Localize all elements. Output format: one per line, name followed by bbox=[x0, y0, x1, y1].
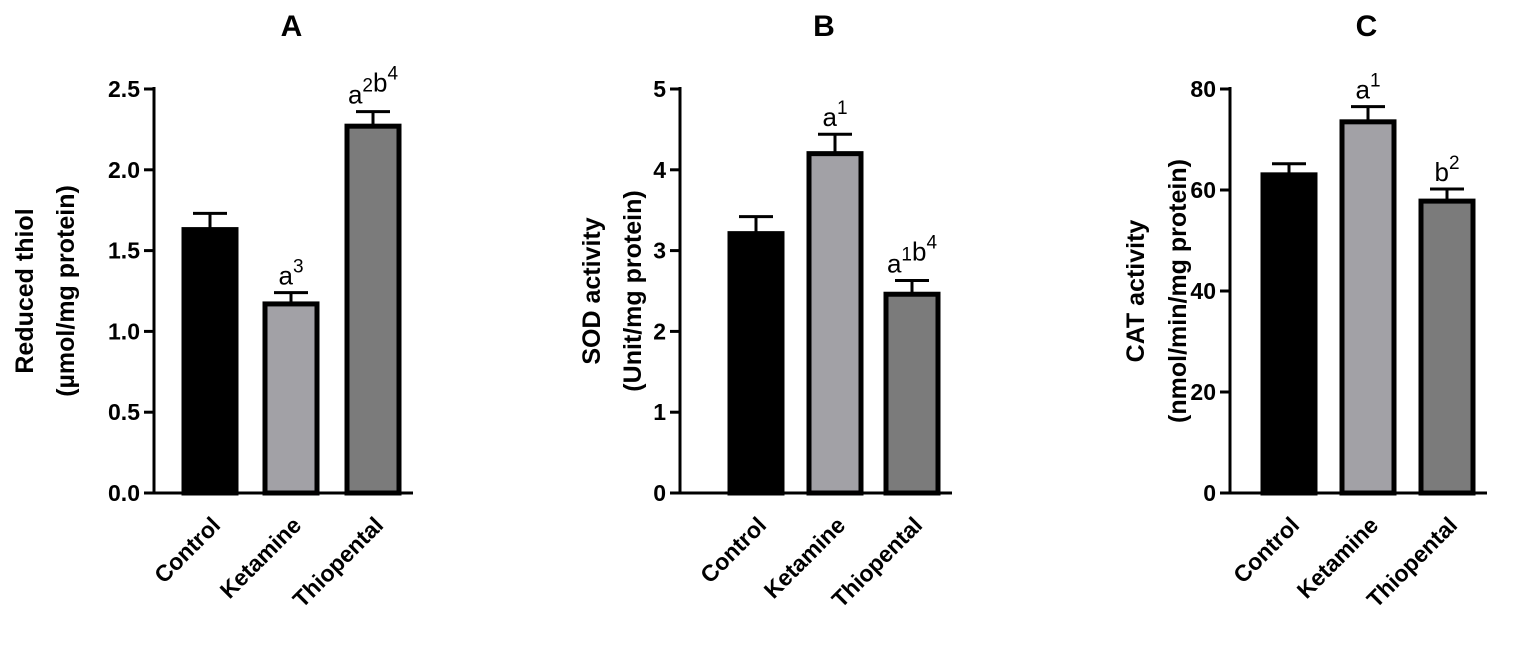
y-tick-label: 3 bbox=[653, 238, 666, 264]
significance-label: a1b4 bbox=[887, 232, 938, 278]
y-tick-label: 1.5 bbox=[108, 238, 140, 264]
y-tick-label: 0 bbox=[1203, 480, 1216, 506]
significance-label: a1 bbox=[822, 98, 847, 132]
bar-control bbox=[1260, 172, 1318, 496]
bar-control bbox=[181, 227, 239, 496]
bar-thiopental bbox=[344, 123, 402, 496]
y-tick-label: 40 bbox=[1190, 278, 1216, 304]
panel-letter: B bbox=[813, 10, 835, 43]
y-tick-label: 1 bbox=[653, 399, 666, 425]
y-axis-label: (µmol/mg protein) bbox=[52, 185, 80, 397]
significance-label: b2 bbox=[1434, 153, 1459, 187]
y-tick-label: 1.0 bbox=[108, 318, 140, 344]
y-tick-label: 20 bbox=[1190, 379, 1216, 405]
significance-label: a1 bbox=[1355, 71, 1380, 105]
bar-ketamine bbox=[806, 151, 864, 496]
y-tick-label: 4 bbox=[653, 157, 666, 183]
y-tick-label: 0 bbox=[653, 480, 666, 506]
y-axis-label: Reduced thiol bbox=[11, 208, 39, 373]
y-axis-label: SOD activity bbox=[578, 217, 606, 364]
y-tick-label: 5 bbox=[653, 76, 666, 102]
y-tick-label: 2.5 bbox=[108, 76, 140, 102]
y-tick-label: 0.5 bbox=[108, 399, 140, 425]
y-tick-label: 2 bbox=[653, 318, 666, 344]
y-tick-label: 0.0 bbox=[108, 480, 140, 506]
bar-thiopental bbox=[1418, 198, 1476, 496]
significance-label: a2b4 bbox=[348, 64, 399, 110]
y-tick-label: 60 bbox=[1190, 177, 1216, 203]
bar-thiopental bbox=[883, 291, 941, 496]
panel-letter: A bbox=[281, 10, 303, 43]
x-tick-label: Control bbox=[149, 512, 225, 588]
x-tick-label: Control bbox=[1228, 512, 1304, 588]
panel-c: C CAT activity (nmol/min/mg protein) 0 20 40 6… bbox=[1122, 10, 1487, 612]
x-tick-label: Control bbox=[695, 512, 771, 588]
bar-ketamine bbox=[1339, 119, 1397, 496]
y-axis-label: CAT activity bbox=[1122, 220, 1150, 363]
panel-letter: C bbox=[1356, 10, 1378, 43]
significance-label: a3 bbox=[278, 257, 303, 291]
bar-ketamine bbox=[262, 301, 320, 496]
y-axis-label: (Unit/mg protein) bbox=[619, 190, 647, 391]
panel-b: B SOD activity (Unit/mg protein) 0 1 2 3 4 5 Cont… bbox=[578, 10, 952, 612]
y-axis-label: (nmol/min/mg protein) bbox=[1164, 159, 1192, 423]
panel-a: A Reduced thiol (µmol/mg protein) 0.0 0.5 1.0… bbox=[11, 10, 413, 612]
y-tick-label: 80 bbox=[1190, 76, 1216, 102]
y-tick-label: 2.0 bbox=[108, 157, 140, 183]
bar-control bbox=[727, 231, 785, 496]
